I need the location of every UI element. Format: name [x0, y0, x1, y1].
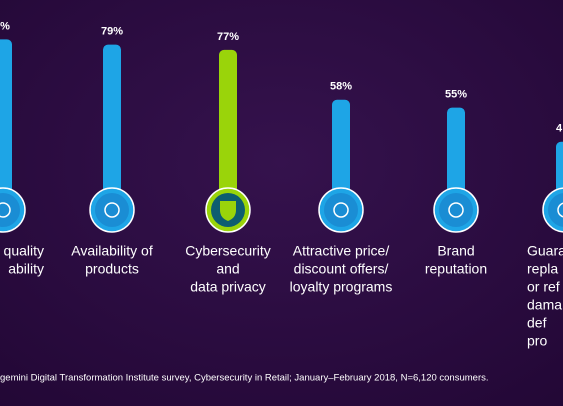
bar: [219, 49, 237, 210]
category-label: Guara: [527, 243, 563, 259]
category-label: Availability of: [71, 243, 153, 259]
category-label: loyalty programs: [290, 279, 393, 295]
value-label: 55%: [445, 89, 467, 101]
category-label: reputation: [425, 261, 487, 277]
icon-glyph: [557, 202, 563, 218]
category-label: dama: [527, 297, 562, 313]
value-label: %: [0, 20, 10, 32]
value-label: 77%: [217, 31, 239, 43]
icon-glyph: [448, 202, 464, 218]
category-label: ability: [8, 261, 44, 277]
category-label: or ref: [527, 279, 560, 295]
category-label: data privacy: [190, 279, 265, 295]
category-label: quality: [4, 243, 44, 259]
icon-disc: [95, 193, 129, 227]
icon-glyph: [333, 202, 349, 218]
icon-glyph: [0, 202, 11, 218]
category-label: Attractive price/: [293, 243, 390, 259]
bar: [103, 44, 121, 210]
bar: [332, 99, 350, 210]
category-label: def: [527, 315, 547, 331]
category-label: products: [85, 261, 139, 277]
icon-shield: [220, 201, 236, 221]
category-label: Cybersecurity: [185, 243, 271, 259]
category-label: repla: [527, 261, 558, 277]
icon-disc: [324, 193, 358, 227]
icon-disc: [439, 193, 473, 227]
category-label: and: [216, 261, 239, 277]
value-label: 58%: [330, 81, 352, 93]
value-label: 4: [556, 123, 563, 135]
category-label: discount offers/: [294, 261, 389, 277]
value-label: 79%: [101, 26, 123, 38]
icon-glyph: [104, 202, 120, 218]
icon-disc: [548, 193, 563, 227]
category-label: pro: [527, 333, 547, 349]
footnote: gemini Digital Transformation Institute …: [0, 373, 489, 384]
bar: [447, 107, 465, 210]
category-label: Brand: [437, 243, 474, 259]
bar: [0, 39, 12, 210]
